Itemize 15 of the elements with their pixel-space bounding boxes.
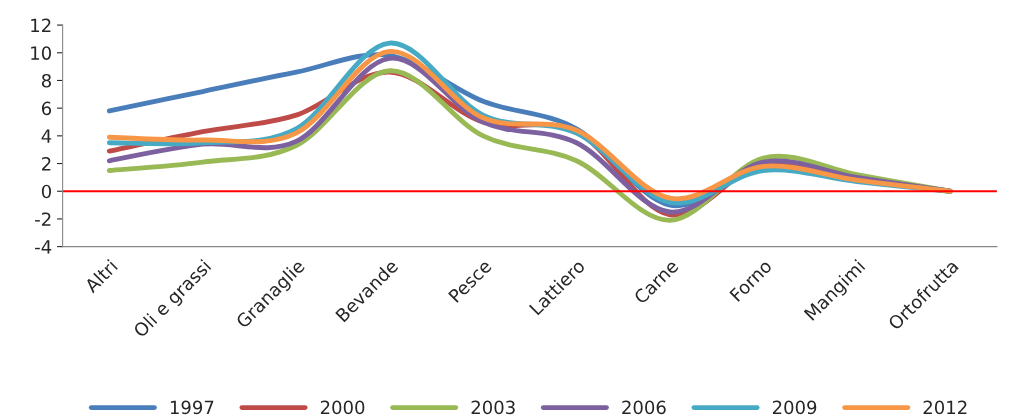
y-tick-label: 12 <box>31 18 51 32</box>
y-tick-label: 8 <box>41 73 51 88</box>
y-tick-label: -2 <box>35 212 51 226</box>
legend-label: 2006 <box>622 400 666 415</box>
y-tick-label: 4 <box>41 129 52 143</box>
y-tick-label: 0 <box>41 184 51 199</box>
y-tick-label: -4 <box>35 240 52 254</box>
legend-label: 2012 <box>923 400 967 415</box>
legend-label: 2000 <box>320 400 365 415</box>
y-tick-label: 2 <box>42 157 51 171</box>
y-tick-label: 10 <box>31 46 51 60</box>
legend-label: 2003 <box>471 400 515 415</box>
legend-label: 1997 <box>170 400 214 415</box>
y-tick-label: 6 <box>41 101 52 116</box>
legend-label: 2009 <box>772 400 817 415</box>
